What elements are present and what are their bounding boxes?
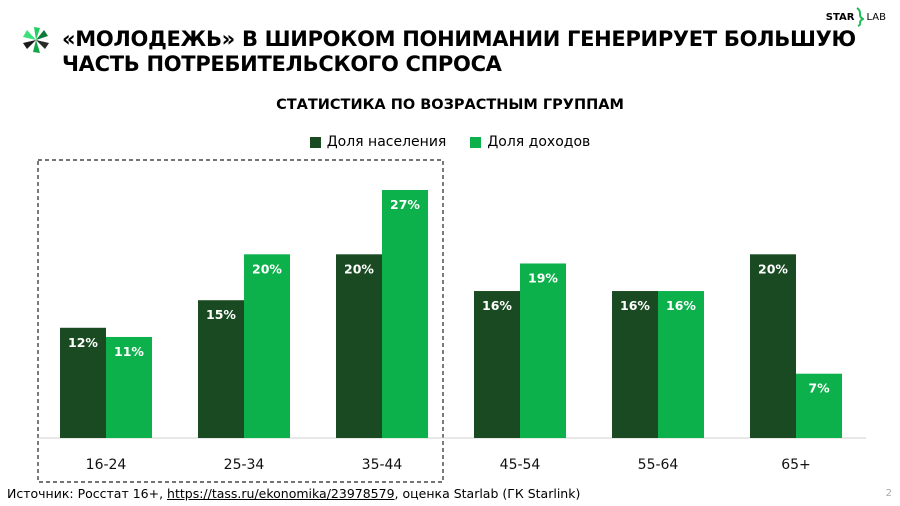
data-label: 19% [528, 270, 558, 285]
x-tick-label: 35-44 [362, 457, 403, 473]
bar-population-16-24 [60, 327, 106, 438]
legend-item-population: Доля населения [309, 134, 447, 150]
page-number: 2 [885, 488, 892, 499]
legend-swatch [470, 136, 482, 148]
data-label: 20% [344, 261, 374, 276]
data-label: 27% [390, 197, 420, 212]
legend-swatch [309, 136, 321, 148]
bar-population-45-54 [474, 291, 520, 438]
source-suffix: , оценка Starlab (ГК Starlink) [394, 486, 581, 501]
source-prefix: Источник: Росстат 16+, [7, 486, 168, 501]
company-logo-icon [22, 26, 50, 58]
brand-right: LAB [866, 11, 886, 23]
bar-income-35-44 [382, 190, 428, 438]
bar-population-65+ [750, 254, 796, 438]
x-tick-label: 16-24 [86, 457, 127, 473]
data-label: 15% [206, 307, 236, 322]
bar-population-35-44 [336, 254, 382, 438]
bar-population-55-64 [612, 291, 658, 438]
source-link[interactable]: https://tass.ru/ekonomika/23978579 [167, 486, 395, 501]
dna-icon [856, 7, 865, 27]
data-label: 20% [758, 261, 788, 276]
x-tick-label: 25-34 [224, 457, 265, 473]
chart-title: СТАТИСТИКА ПО ВОЗРАСТНЫМ ГРУППАМ [276, 97, 624, 113]
brand-left: STAR [825, 11, 855, 23]
chart-legend: Доля населения Доля доходов [0, 134, 900, 150]
starlab-logo: STAR LAB [826, 7, 886, 27]
x-tick-label: 45-54 [500, 457, 541, 473]
legend-label: Доля населения [326, 134, 447, 150]
legend-item-income: Доля доходов [470, 134, 590, 150]
legend-label: Доля доходов [487, 134, 591, 150]
x-tick-label: 65+ [781, 457, 811, 473]
title-line-2: ЧАСТЬ ПОТРЕБИТЕЛЬСКОГО СПРОСА [62, 52, 502, 76]
x-tick-label: 55-64 [638, 457, 679, 473]
data-label: 16% [620, 298, 650, 313]
source-note: Источник: Росстат 16+, https://tass.ru/e… [7, 486, 580, 501]
data-label: 12% [68, 335, 98, 350]
data-label: 20% [252, 261, 282, 276]
data-label: 16% [482, 298, 512, 313]
bar-income-45-54 [520, 263, 566, 438]
bar-income-55-64 [658, 291, 704, 438]
data-label: 16% [666, 298, 696, 313]
title-line-1: «МОЛОДЕЖЬ» В ШИРОКОМ ПОНИМАНИИ ГЕНЕРИРУЕ… [62, 27, 856, 51]
bar-income-25-34 [244, 254, 290, 438]
bar-income-16-24 [106, 336, 152, 438]
page-title: «МОЛОДЕЖЬ» В ШИРОКОМ ПОНИМАНИИ ГЕНЕРИРУЕ… [62, 27, 856, 77]
data-label: 7% [808, 381, 830, 396]
data-label: 11% [114, 344, 144, 359]
bar-population-25-34 [198, 300, 244, 438]
bar-income-65+ [796, 373, 842, 438]
